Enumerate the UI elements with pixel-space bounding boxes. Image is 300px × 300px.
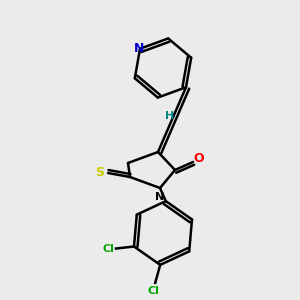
Text: Cl: Cl — [102, 244, 114, 254]
Text: H: H — [165, 111, 174, 121]
Text: N: N — [134, 42, 144, 55]
Text: S: S — [95, 167, 104, 179]
Text: N: N — [155, 192, 165, 202]
Text: Cl: Cl — [147, 286, 159, 296]
Text: O: O — [194, 152, 204, 166]
